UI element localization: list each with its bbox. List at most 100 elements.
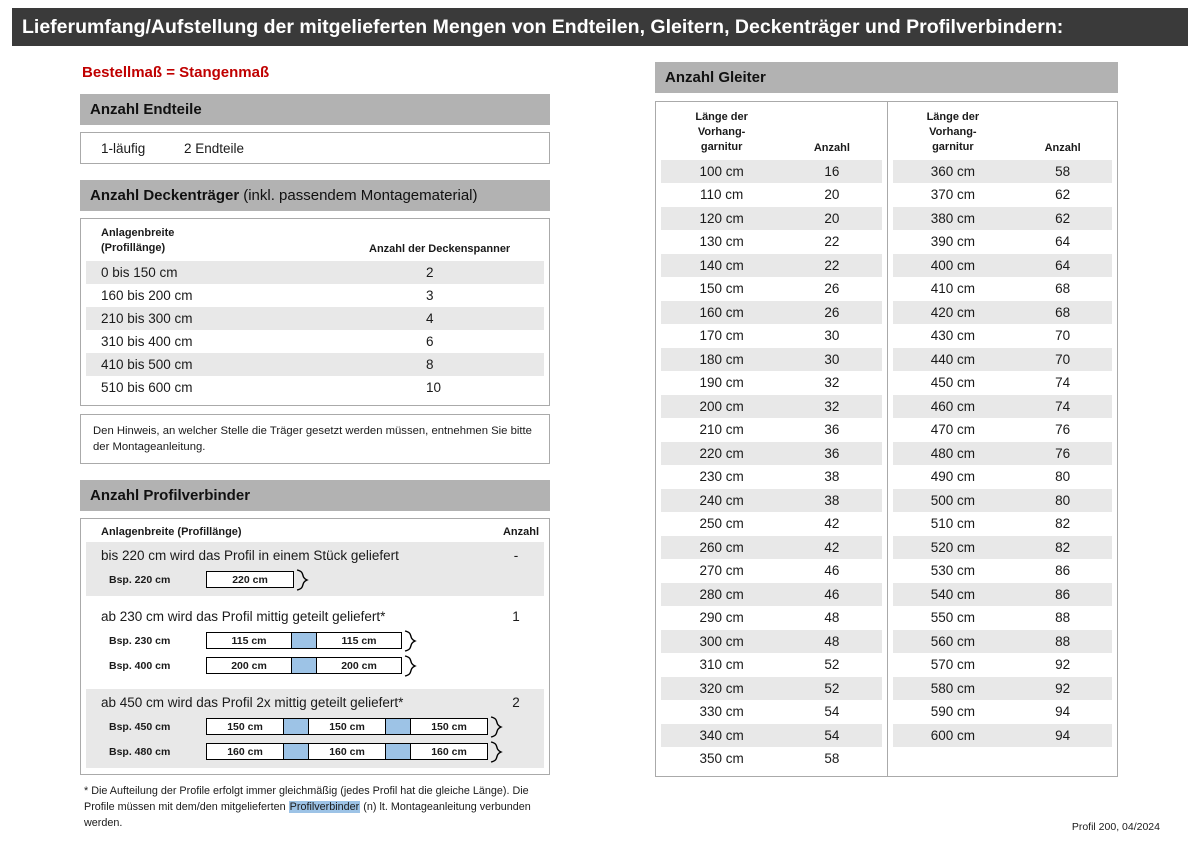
gleiter-row: 120 cm 20 bbox=[661, 206, 882, 231]
gleiter-length: 480 cm bbox=[930, 445, 975, 461]
deckentraeger-range: 310 bis 400 cm bbox=[101, 333, 193, 349]
deckentraeger-rows: 0 bis 150 cm 2 160 bis 200 cm 3 210 bis 300 … bbox=[81, 260, 549, 405]
gleiter-row: 530 cm 86 bbox=[893, 559, 1113, 583]
deckentraeger-range: 410 bis 500 cm bbox=[101, 356, 193, 372]
gleiter-row: 260 cm 42 bbox=[661, 535, 882, 560]
gleiter-row: 250 cm 42 bbox=[661, 512, 882, 536]
profile-end bbox=[489, 741, 503, 763]
profile-end-icon bbox=[404, 655, 417, 677]
gleiter-row: 180 cm 30 bbox=[661, 347, 882, 372]
gleiter-count: 16 bbox=[824, 163, 840, 179]
gleiter-col-header-count: Anzahl bbox=[1044, 141, 1081, 154]
profilverbinder-connector-icon bbox=[283, 719, 309, 735]
gleiter-count: 46 bbox=[824, 563, 840, 579]
gleiter-length: 580 cm bbox=[930, 680, 975, 696]
profilverbinder-rule-text: bis 220 cm wird das Profil in einem Stüc… bbox=[101, 548, 399, 564]
gleiter-row: 130 cm 22 bbox=[661, 230, 882, 254]
profile-segment: 115 cm bbox=[207, 633, 291, 649]
gleiter-length: 420 cm bbox=[930, 304, 975, 320]
gleiter-count: 22 bbox=[824, 234, 840, 250]
profile-segment: 160 cm bbox=[207, 744, 283, 760]
gleiter-length: 300 cm bbox=[699, 633, 744, 649]
gleiter-length: 600 cm bbox=[930, 727, 975, 743]
gleiter-count: 46 bbox=[824, 586, 840, 602]
gleiter-length: 490 cm bbox=[930, 469, 975, 485]
gleiter-count: 26 bbox=[824, 304, 840, 320]
profile-example-label: Bsp. 400 cm bbox=[109, 659, 171, 672]
deckentraeger-range: 0 bis 150 cm bbox=[101, 264, 178, 280]
gleiter-row: 350 cm 58 bbox=[661, 747, 882, 771]
deckentraeger-section-header: Anzahl Deckenträger (inkl. passendem Mon… bbox=[80, 180, 550, 211]
deckentraeger-row: 510 bis 600 cm 10 bbox=[86, 376, 544, 399]
gleiter-row: 390 cm 64 bbox=[893, 230, 1113, 254]
profilverbinder-section: bis 220 cm wird das Profil in einem Stüc… bbox=[86, 542, 544, 597]
endteile-section-header: Anzahl Endteile bbox=[80, 94, 550, 125]
deckentraeger-count: 2 bbox=[426, 264, 434, 280]
profile-end bbox=[489, 716, 503, 738]
gleiter-length: 330 cm bbox=[699, 704, 744, 720]
profile-example: Bsp. 230 cm 115 cm 115 cm bbox=[86, 628, 544, 653]
deckentraeger-table-header: Anlagenbreite (Profillänge) Anzahl der D… bbox=[81, 219, 549, 261]
gleiter-length: 520 cm bbox=[930, 539, 975, 555]
gleiter-count: 86 bbox=[1055, 586, 1071, 602]
gleiter-count: 38 bbox=[824, 492, 840, 508]
deckentraeger-count: 10 bbox=[426, 379, 442, 395]
gleiter-row: 440 cm 70 bbox=[892, 347, 1112, 372]
profilverbinder-count: - bbox=[513, 548, 519, 564]
profilverbinder-rule-row: bis 220 cm wird das Profil in einem Stüc… bbox=[86, 544, 544, 567]
deckentraeger-row: 160 bis 200 cm 3 bbox=[86, 284, 544, 307]
gleiter-row: 290 cm 48 bbox=[661, 606, 882, 630]
gleiter-row: 460 cm 74 bbox=[892, 394, 1112, 419]
profile-end bbox=[295, 569, 309, 591]
gleiter-length: 310 cm bbox=[699, 657, 744, 673]
deckentraeger-note: Den Hinweis, an welcher Stelle die Träge… bbox=[80, 413, 550, 465]
profilverbinder-connector-icon bbox=[291, 633, 317, 649]
gleiter-length: 450 cm bbox=[930, 375, 975, 391]
gleiter-section-title: Anzahl Gleiter bbox=[665, 69, 766, 86]
gleiter-row: 550 cm 88 bbox=[893, 606, 1113, 630]
gleiter-length: 260 cm bbox=[699, 539, 744, 555]
footnote-text-post: (n) lt. Montageanleitung verbunden werde… bbox=[84, 801, 531, 829]
gleiter-count: 76 bbox=[1055, 445, 1071, 461]
gleiter-table-header-right: Länge der Vorhang- garnitur Anzahl bbox=[893, 102, 1113, 160]
profilverbinder-rule-text: ab 450 cm wird das Profil 2x mittig gete… bbox=[101, 695, 404, 711]
gleiter-row: 410 cm 68 bbox=[893, 277, 1113, 301]
gleiter-count: 68 bbox=[1055, 281, 1071, 297]
profile-segment: 150 cm bbox=[411, 719, 487, 735]
gleiter-count: 64 bbox=[1055, 257, 1071, 273]
gleiter-length: 180 cm bbox=[699, 351, 744, 367]
gleiter-length: 160 cm bbox=[699, 304, 744, 320]
gleiter-count: 58 bbox=[1055, 163, 1071, 179]
gleiter-length: 340 cm bbox=[699, 727, 744, 743]
gleiter-length: 440 cm bbox=[930, 351, 975, 367]
gleiter-count: 64 bbox=[1055, 234, 1071, 250]
gleiter-length: 230 cm bbox=[699, 469, 744, 485]
gleiter-count: 70 bbox=[1055, 351, 1071, 367]
deckentraeger-count: 3 bbox=[426, 287, 434, 303]
gleiter-row: 240 cm 38 bbox=[661, 488, 882, 513]
profilverbinder-connector-icon bbox=[291, 658, 317, 674]
profilverbinder-section-title: Anzahl Profilverbinder bbox=[90, 487, 251, 505]
right-column: Anzahl Gleiter Länge der Vorhang- garnit… bbox=[655, 62, 1118, 831]
profilverbinder-count: 1 bbox=[512, 609, 520, 625]
gleiter-count: 36 bbox=[824, 422, 840, 438]
deckentraeger-row: 210 bis 300 cm 4 bbox=[86, 306, 544, 330]
profilverbinder-count: 2 bbox=[512, 695, 520, 711]
gleiter-row: 150 cm 26 bbox=[661, 277, 882, 301]
deckentraeger-col-header-count: Anzahl der Deckenspanner bbox=[369, 242, 511, 255]
gleiter-col-header-count: Anzahl bbox=[813, 141, 850, 154]
deckentraeger-count: 6 bbox=[426, 333, 434, 349]
profilverbinder-link[interactable]: Profilverbinder bbox=[288, 801, 361, 814]
profile-segment: 150 cm bbox=[207, 719, 283, 735]
gleiter-count: 76 bbox=[1055, 422, 1071, 438]
gleiter-length: 560 cm bbox=[930, 633, 975, 649]
gleiter-length: 220 cm bbox=[699, 445, 744, 461]
deckentraeger-section-title: Anzahl Deckenträger bbox=[90, 187, 240, 204]
profile-end bbox=[403, 655, 417, 677]
profile-example-label: Bsp. 480 cm bbox=[109, 745, 171, 758]
gleiter-row: 490 cm 80 bbox=[893, 465, 1113, 489]
gleiter-count: 42 bbox=[824, 516, 840, 532]
gleiter-length: 380 cm bbox=[930, 210, 975, 226]
gleiter-length: 140 cm bbox=[699, 257, 744, 273]
endteile-section-title: Anzahl Endteile bbox=[90, 101, 202, 118]
